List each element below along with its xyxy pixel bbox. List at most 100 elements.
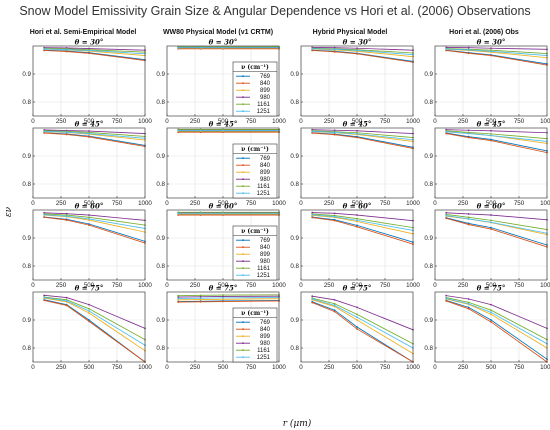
y-tick-label: 0.9 [156,153,165,160]
data-point-1161 [199,294,202,297]
legend-marker-980 [242,260,244,263]
y-tick-label: 0.8 [22,345,31,352]
y-tick-label: 0.9 [290,235,299,242]
data-point-1161 [222,294,224,296]
data-point-980 [222,295,224,298]
x-tick-label: 500 [84,364,95,371]
panel-title: θ = 60° [209,202,238,211]
series-line-769 [44,299,146,363]
legend-label-769: 769 [260,320,271,326]
x-tick-label: 1000 [138,364,152,371]
x-tick-label: 500 [352,282,363,289]
panel-title: θ = 60° [75,202,104,211]
data-point-980 [88,214,90,216]
x-tick-label: 750 [246,282,257,289]
legend-marker-840 [242,328,244,331]
y-tick-label: 0.9 [156,317,165,324]
x-tick-label: 500 [218,118,229,125]
legend-label-1161: 1161 [257,184,271,190]
data-point-1251 [356,316,358,319]
x-tick-label: 250 [56,282,67,289]
series-line-840 [312,50,414,63]
data-point-840 [333,50,336,53]
data-point-980 [490,129,492,132]
data-point-1161 [356,217,358,220]
data-point-980 [88,303,90,306]
data-point-1251 [467,302,470,305]
data-point-840 [356,136,358,139]
data-point-840 [467,52,470,55]
axes-box [32,45,146,117]
data-point-980 [467,46,470,49]
data-point-1251 [445,130,448,133]
series-line-840 [44,50,146,61]
panel-title: θ = 45° [75,120,104,129]
series-line-980 [446,212,548,221]
x-tick-label: 750 [514,200,525,207]
x-tick-label: 750 [514,118,525,125]
series-line-840 [446,300,548,363]
x-tick-label: 1000 [272,364,286,371]
y-tick-label: 0.9 [290,317,299,324]
x-axis-label: r (μm) [283,418,312,429]
data-point-1251 [177,297,180,300]
series-line-769 [312,301,414,363]
y-tick-label: 0.8 [424,263,433,270]
legend-label-1251: 1251 [257,109,271,115]
legend-label-1161: 1161 [257,348,271,354]
data-point-1251 [445,297,448,300]
x-tick-label: 750 [246,200,257,207]
series-line-840 [446,217,548,248]
x-tick-label: 0 [165,200,169,207]
panel-c0-r2: 0 250 500 750 1000 0.8 0.9 θ = 60° [22,202,152,290]
data-point-1161 [467,216,470,219]
data-point-1161 [177,294,180,297]
data-point-840 [490,139,492,142]
data-point-1251 [333,48,336,51]
data-point-840 [88,320,90,323]
data-point-840 [88,224,90,227]
legend-title: ν (cm⁻¹) [241,146,269,153]
data-point-1251 [222,46,224,49]
legend-label-899: 899 [260,170,271,176]
data-point-1161 [490,219,492,222]
x-tick-label: 0 [31,364,35,371]
x-tick-label: 250 [458,364,469,371]
series-line-1161 [446,214,548,231]
series-line-769 [44,216,146,242]
data-point-1251 [199,297,202,300]
axes-box [300,127,414,199]
legend-label-980: 980 [260,95,271,101]
data-point-899 [199,298,202,301]
series-line-899 [44,297,146,352]
y-tick-label: 0.9 [424,317,433,324]
series-line-1161 [44,213,146,226]
data-point-980 [333,129,336,132]
data-point-840 [43,132,46,134]
legend-marker-840 [242,164,244,167]
panel-title: θ = 75° [477,284,506,293]
data-point-980 [65,212,68,215]
data-point-840 [311,132,314,134]
legend-marker-769 [242,239,244,242]
data-point-980 [356,129,358,132]
data-point-840 [177,301,180,303]
x-tick-label: 0 [433,118,437,125]
data-point-899 [88,312,90,314]
legend-label-840: 840 [260,245,271,251]
data-point-840 [222,300,224,303]
legend-marker-1251 [242,274,244,277]
series-line-899 [178,298,280,301]
legend-label-1161: 1161 [257,102,271,108]
column-title-hybrid-physical: Hybrid Physical Model [313,29,388,36]
data-point-1251 [222,129,224,132]
x-tick-label: 500 [486,364,497,371]
panel-title: θ = 75° [343,284,372,293]
legend-box [232,307,278,363]
data-point-840 [490,54,492,57]
data-point-980 [490,214,492,216]
panel-c1-r3: 0 250 500 750 1000 0.8 0.9 θ = 75° ν (cm⁻¹) 76984… [156,284,286,372]
x-tick-label: 750 [380,200,391,207]
